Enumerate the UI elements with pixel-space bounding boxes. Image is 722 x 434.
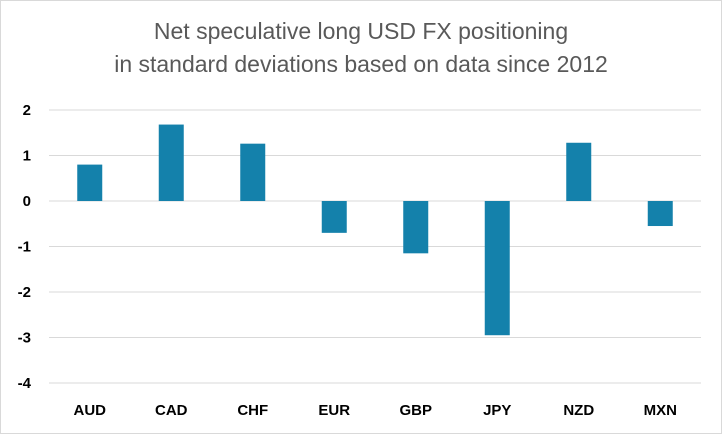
bar-nzd bbox=[566, 142, 592, 201]
y-tick-label: -2 bbox=[18, 284, 31, 301]
x-tick-label-cad: CAD bbox=[155, 402, 188, 419]
x-tick-label-nzd: NZD bbox=[563, 402, 594, 419]
chart-title-line-1: Net speculative long USD FX positioning bbox=[153, 18, 569, 44]
bar-jpy bbox=[484, 201, 510, 336]
y-tick-label: 2 bbox=[23, 102, 31, 119]
bar-gbp bbox=[403, 201, 429, 254]
y-tick-label: 0 bbox=[23, 193, 31, 210]
x-tick-label-jpy: JPY bbox=[483, 402, 511, 419]
bar-aud bbox=[77, 164, 103, 201]
y-tick-label: -4 bbox=[18, 375, 32, 392]
bar-mxn bbox=[647, 201, 673, 227]
y-tick-label: 1 bbox=[23, 148, 31, 165]
x-tick-label-gbp: GBP bbox=[399, 402, 432, 419]
x-tick-label-aud: AUD bbox=[74, 402, 107, 419]
chart-subtitle: in standard deviations based on data sin… bbox=[114, 51, 608, 77]
x-tick-label-chf: CHF bbox=[237, 402, 268, 419]
x-tick-label-eur: EUR bbox=[318, 402, 350, 419]
x-tick-label-mxn: MXN bbox=[644, 402, 677, 419]
bar-eur bbox=[321, 201, 347, 233]
bar-chf bbox=[240, 143, 266, 201]
y-tick-label: -3 bbox=[18, 330, 31, 347]
bar-cad bbox=[158, 124, 184, 201]
y-tick-label: -1 bbox=[18, 239, 31, 256]
chart-title: Net speculative long USD FX positioning … bbox=[1, 15, 721, 81]
